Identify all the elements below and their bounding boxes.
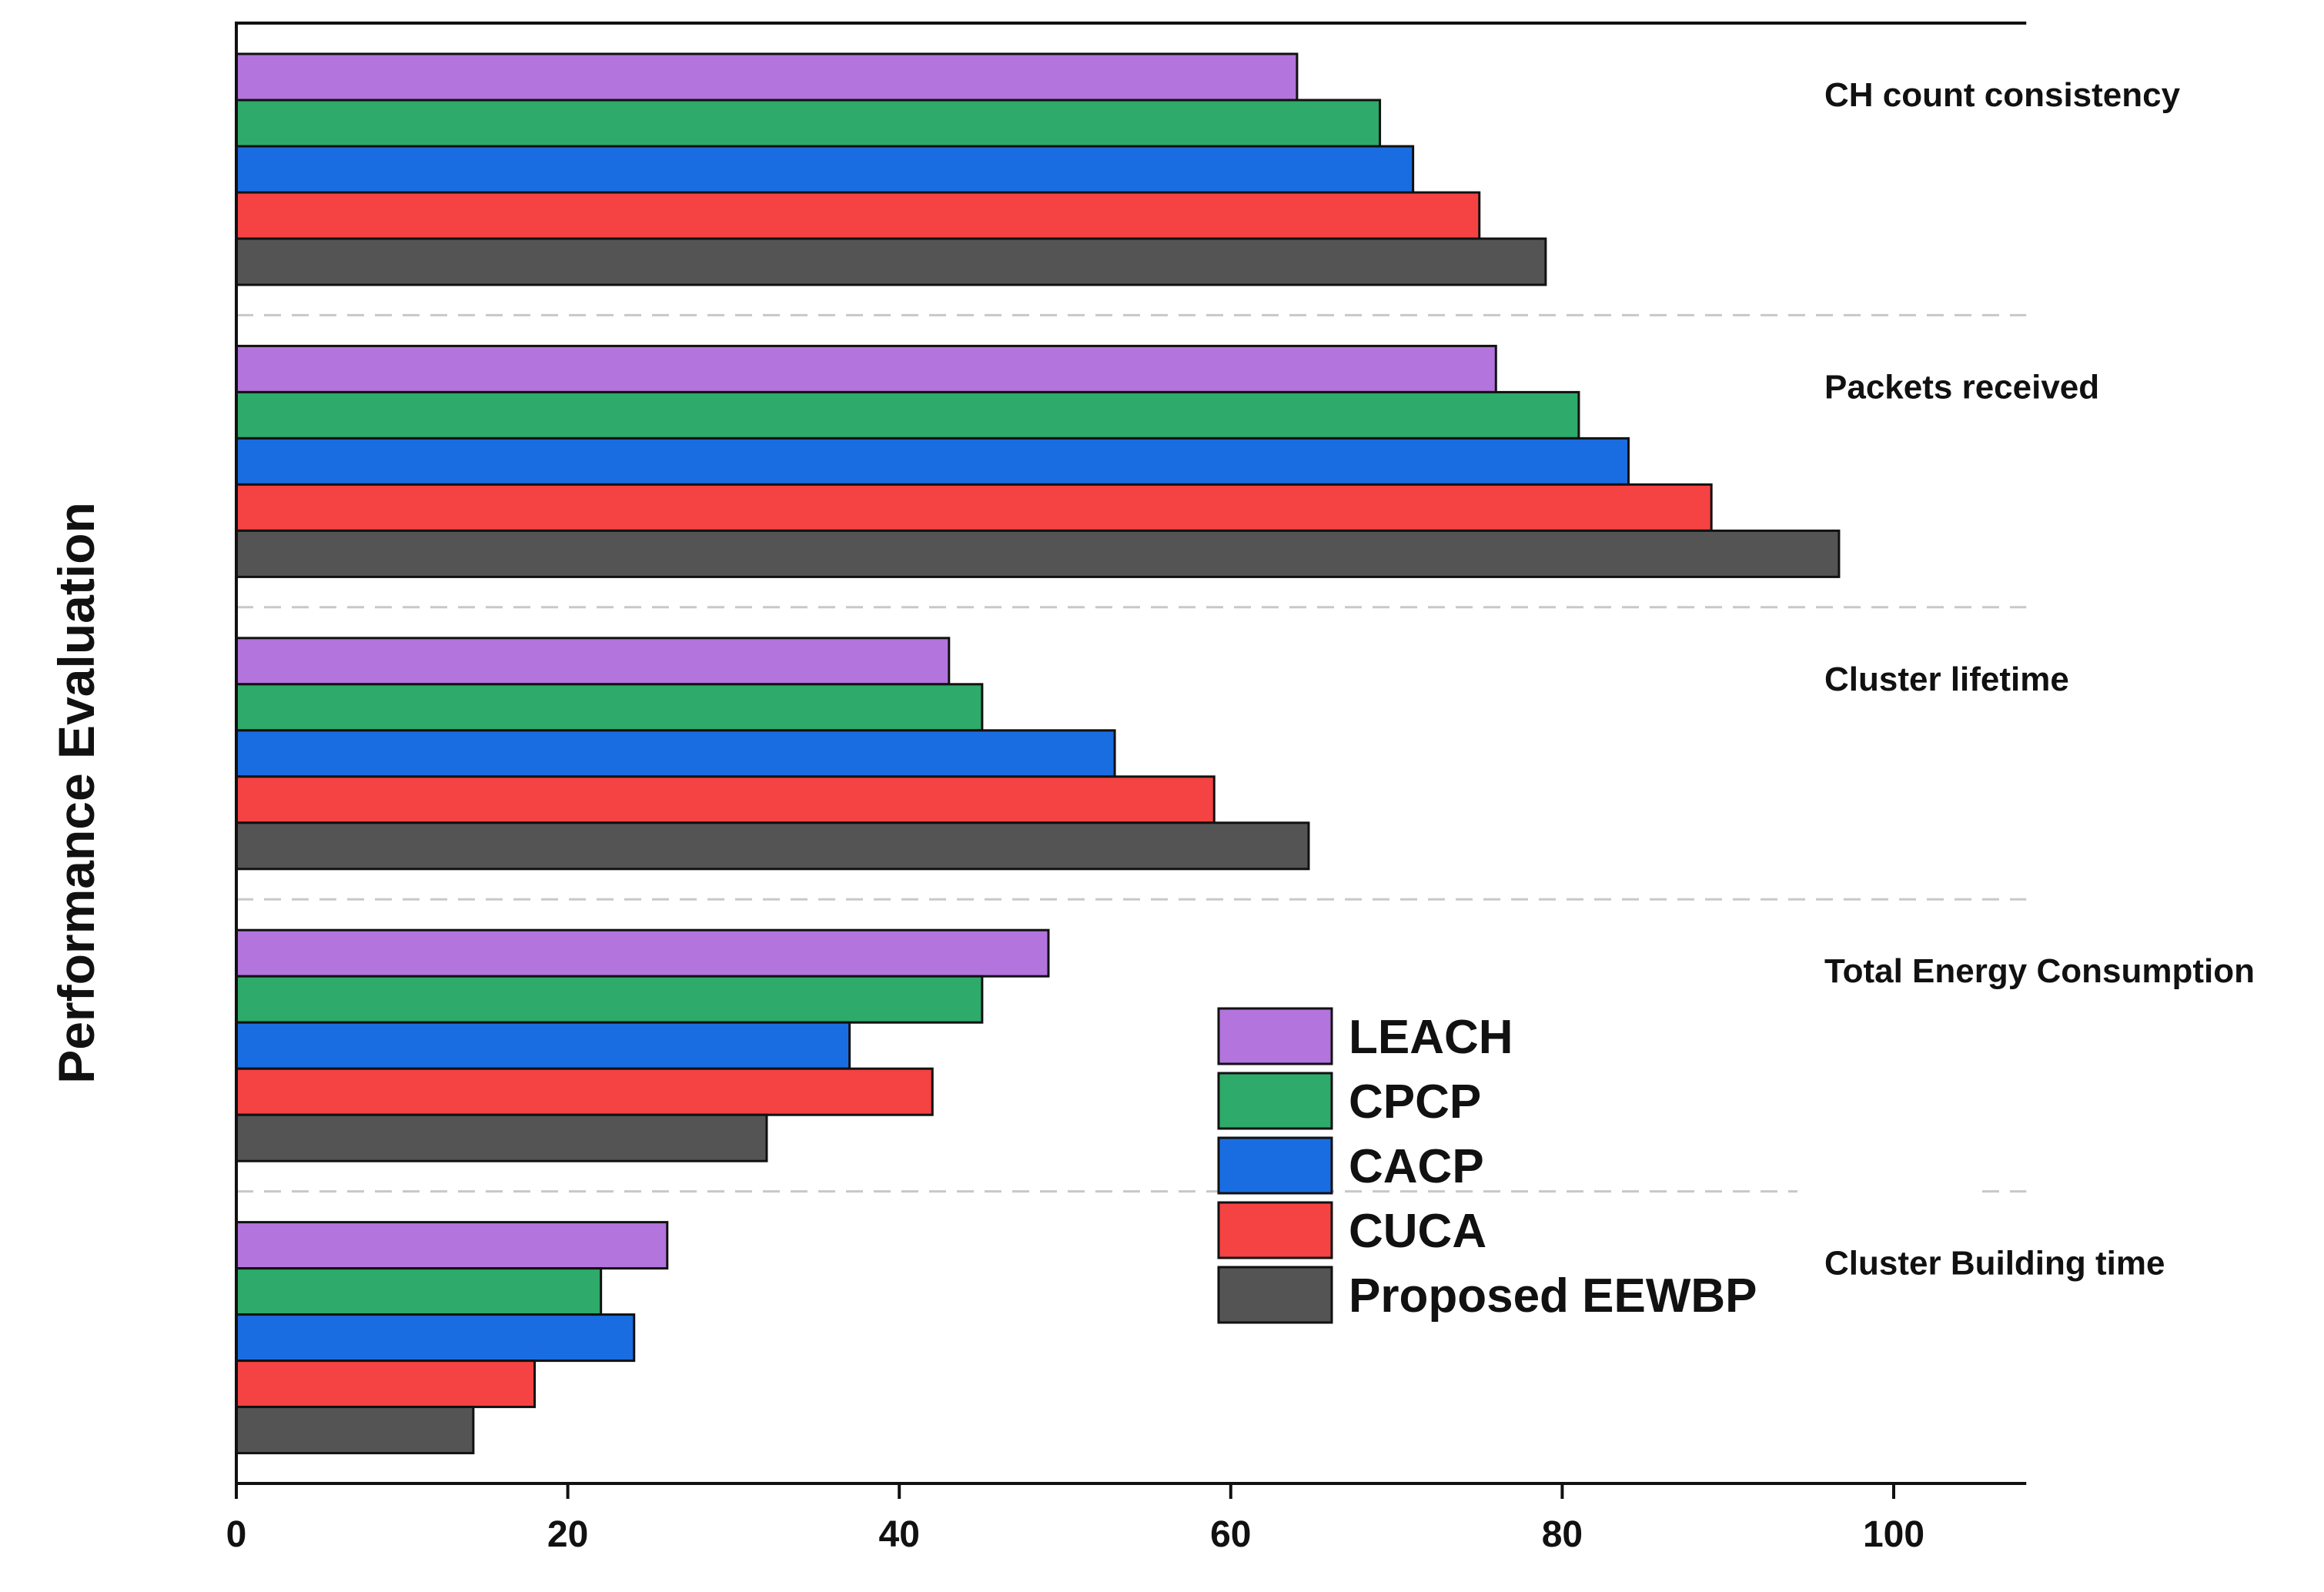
legend-backdrop xyxy=(1797,1170,1982,1216)
axes xyxy=(235,22,2027,1485)
category-label: Cluster Building time xyxy=(1824,1245,2165,1283)
group-separators xyxy=(236,313,2027,1193)
legend-entry: CACP xyxy=(1349,1140,1484,1193)
x-tick-label: 20 xyxy=(547,1514,588,1555)
x-tick-label: 40 xyxy=(879,1514,920,1555)
bar-proposed-eewbp xyxy=(235,1406,475,1455)
bar-leach xyxy=(235,52,1299,102)
bars xyxy=(235,52,1841,1455)
bar-cuca xyxy=(235,1067,934,1116)
bar-leach xyxy=(235,344,1497,393)
category-label: Total Energy Consumption xyxy=(1824,952,2255,990)
category-label: CH count consistency xyxy=(1824,76,2181,114)
bar-cpcp xyxy=(235,683,984,732)
bar-proposed-eewbp xyxy=(235,821,1310,871)
bar-cuca xyxy=(235,1360,537,1409)
bar-cpcp xyxy=(235,99,1382,148)
bar-cacp xyxy=(235,729,1116,778)
legend-swatch xyxy=(1217,1201,1333,1259)
legend-swatch xyxy=(1217,1136,1333,1195)
legend-swatch xyxy=(1217,1007,1333,1065)
bar-cacp xyxy=(235,436,1630,486)
x-tick-label: 80 xyxy=(1542,1514,1583,1555)
x-tick-label: 100 xyxy=(1863,1514,1924,1555)
bar-cacp xyxy=(235,1021,851,1070)
bar-cpcp xyxy=(235,1267,603,1316)
bar-leach xyxy=(235,928,1050,978)
bar-cpcp xyxy=(235,975,984,1024)
legend-swatch xyxy=(1217,1266,1333,1324)
y-axis-label: Performance Evaluation xyxy=(48,502,105,1084)
category-labels: CH count consistency Packets received Clus… xyxy=(1824,76,2255,1283)
legend-entry: LEACH xyxy=(1349,1011,1513,1064)
bar-cuca xyxy=(235,483,1713,532)
x-tick-label: 0 xyxy=(226,1514,247,1555)
legend-swatch xyxy=(1217,1072,1333,1130)
bar-cacp xyxy=(235,145,1415,194)
bar-cuca xyxy=(235,775,1216,824)
bar-cacp xyxy=(235,1313,636,1363)
legend-entry: CPCP xyxy=(1349,1075,1481,1129)
bar-proposed-eewbp xyxy=(235,1113,768,1162)
legend-entry: Proposed EEWBP xyxy=(1349,1269,1757,1323)
x-tick-label: 60 xyxy=(1210,1514,1251,1555)
legend: LEACH CPCP CACP CUCA Proposed EEWBP xyxy=(1217,1007,1982,1324)
legend-entry: CUCA xyxy=(1349,1205,1486,1258)
bar-cuca xyxy=(235,191,1481,240)
bar-proposed-eewbp xyxy=(235,529,1841,578)
x-ticks: 0 20 40 60 80 100 xyxy=(226,1483,1924,1555)
category-label: Packets received xyxy=(1824,368,2099,406)
bar-leach xyxy=(235,637,951,686)
bar-proposed-eewbp xyxy=(235,237,1547,286)
bar-leach xyxy=(235,1221,669,1270)
category-label: Cluster lifetime xyxy=(1824,661,2069,698)
bar-cpcp xyxy=(235,390,1580,440)
